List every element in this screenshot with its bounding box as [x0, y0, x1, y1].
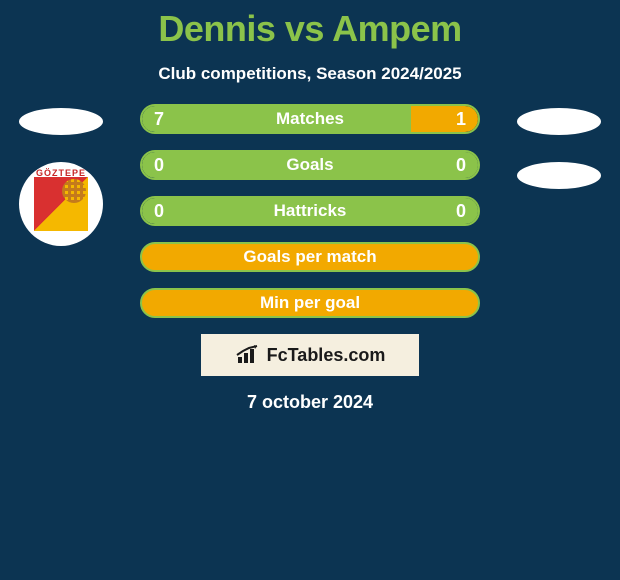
stat-row-min-per-goal: Min per goal [0, 288, 620, 318]
comparison-chart: GÖZTEPE 7 Matches 1 0 Goals 0 [0, 104, 620, 318]
stat-label: Hattricks [142, 201, 478, 221]
stat-bar: 7 Matches 1 [140, 104, 480, 134]
stat-row-goals: 0 Goals 0 [0, 150, 620, 180]
stat-row-goals-per-match: Goals per match [0, 242, 620, 272]
stat-right-value: 0 [456, 201, 466, 222]
stat-bar: 0 Hattricks 0 [140, 196, 480, 226]
stat-bar: Min per goal [140, 288, 480, 318]
stat-label: Goals [142, 155, 478, 175]
subtitle: Club competitions, Season 2024/2025 [0, 64, 620, 84]
page-title: Dennis vs Ampem [0, 0, 620, 50]
stat-label: Min per goal [260, 293, 360, 313]
stat-row-matches: 7 Matches 1 [0, 104, 620, 134]
stat-bar: Goals per match [140, 242, 480, 272]
stat-right-value: 0 [456, 155, 466, 176]
stat-label: Goals per match [243, 247, 376, 267]
brand-badge: FcTables.com [201, 334, 419, 376]
stat-bar: 0 Goals 0 [140, 150, 480, 180]
stat-row-hattricks: 0 Hattricks 0 [0, 196, 620, 226]
brand-chart-icon [235, 345, 261, 365]
stat-right-value: 1 [456, 109, 466, 130]
stat-label: Matches [142, 109, 478, 129]
date-label: 7 october 2024 [0, 392, 620, 413]
brand-text: FcTables.com [267, 345, 386, 366]
